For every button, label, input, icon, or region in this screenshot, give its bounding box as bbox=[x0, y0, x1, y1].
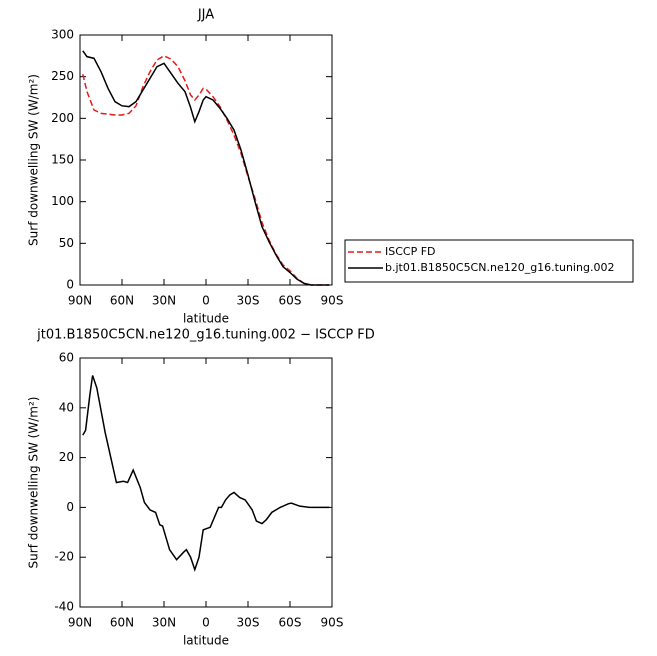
x-tick-label: 60S bbox=[279, 616, 302, 630]
y-tick-label: 0 bbox=[66, 278, 74, 292]
x-axis-label: latitude bbox=[183, 634, 229, 648]
y-tick-label: 150 bbox=[51, 153, 74, 167]
x-tick-label: 30S bbox=[237, 616, 260, 630]
x-tick-label: 30N bbox=[152, 294, 176, 308]
y-tick-label: 60 bbox=[59, 351, 74, 365]
x-tick-label: 90N bbox=[68, 616, 92, 630]
x-tick-label: 0 bbox=[202, 616, 210, 630]
legend-label: b.jt01.B1850C5CN.ne120_g16.tuning.002 bbox=[385, 261, 614, 274]
chart-title: JJA bbox=[197, 8, 214, 23]
y-tick-label: -40 bbox=[54, 600, 74, 614]
y-tick-label: 300 bbox=[51, 28, 74, 42]
plot-frame bbox=[79, 34, 333, 286]
y-tick-label: 250 bbox=[51, 69, 74, 83]
x-tick-label: 60S bbox=[279, 294, 302, 308]
legend-label: ISCCP FD bbox=[385, 245, 436, 258]
x-tick-label: 30S bbox=[237, 294, 260, 308]
x-tick-label: 30N bbox=[152, 616, 176, 630]
x-tick-label: 90S bbox=[321, 616, 344, 630]
legend-box bbox=[344, 239, 634, 283]
y-tick-label: 0 bbox=[66, 500, 74, 514]
plot-frame bbox=[79, 357, 333, 608]
y-tick-label: 20 bbox=[59, 450, 74, 464]
y-tick-label: 50 bbox=[59, 236, 74, 250]
y-tick-label: -20 bbox=[54, 550, 74, 564]
x-tick-label: 60N bbox=[110, 616, 134, 630]
y-axis-label: Surf downwelling SW (W/m²) bbox=[27, 397, 41, 569]
x-tick-label: 0 bbox=[202, 294, 210, 308]
y-tick-label: 200 bbox=[51, 111, 74, 125]
y-tick-label: 100 bbox=[51, 194, 74, 208]
x-tick-label: 90S bbox=[321, 294, 344, 308]
x-tick-label: 90N bbox=[68, 294, 92, 308]
chart-title: jt01.B1850C5CN.ne120_g16.tuning.002 − IS… bbox=[36, 328, 375, 343]
data-line bbox=[82, 375, 330, 572]
data-line bbox=[82, 50, 330, 286]
y-axis-label: Surf downwelling SW (W/m²) bbox=[27, 74, 41, 246]
x-tick-label: 60N bbox=[110, 294, 134, 308]
y-tick-label: 40 bbox=[59, 400, 74, 414]
data-line bbox=[82, 54, 330, 286]
x-axis-label: latitude bbox=[183, 312, 229, 326]
